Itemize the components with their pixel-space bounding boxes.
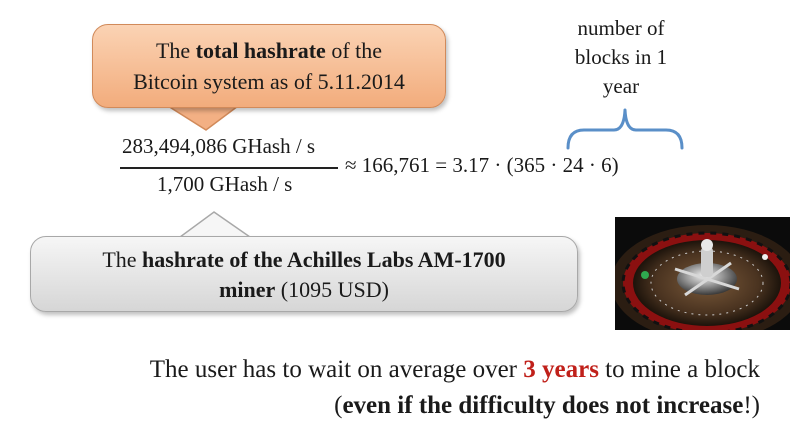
callout-bottom-line1: The hashrate of the Achilles Labs AM-170… [102, 247, 506, 272]
three-years-highlight: 3 years [523, 356, 599, 383]
callout-pointer-bottom [180, 211, 250, 238]
fraction-bar [120, 167, 338, 169]
miner-hashrate-callout: The hashrate of the Achilles Labs AM-170… [30, 236, 578, 312]
conclusion-line1: The user has to wait on average over 3 y… [149, 356, 760, 383]
callout-bottom-line2: miner (1095 USD) [219, 277, 389, 302]
roulette-wheel-image [615, 217, 790, 330]
callout-top-line1: The total hashrate of the [155, 38, 383, 63]
equation-result: ≈ 166,761 = 3.17 · (365 · 24 · 6) [345, 153, 619, 177]
callout-top-line2: Bitcoin system as of 5.11.2014 [133, 69, 405, 94]
total-hashrate-callout: The total hashrate of the Bitcoin system… [92, 24, 446, 108]
blocks-per-year-note: number of blocks in 1 year [574, 16, 668, 98]
fraction-denominator: 1,700 GHash / s [157, 172, 293, 196]
wait-time-conclusion: The user has to wait on average over 3 y… [60, 352, 760, 424]
fraction-numerator: 283,494,086 GHash / s [122, 134, 316, 158]
callout-pointer-top [168, 106, 238, 131]
conclusion-line2: (even if the difficulty does not increas… [334, 392, 760, 419]
curly-brace-icon [566, 108, 684, 150]
